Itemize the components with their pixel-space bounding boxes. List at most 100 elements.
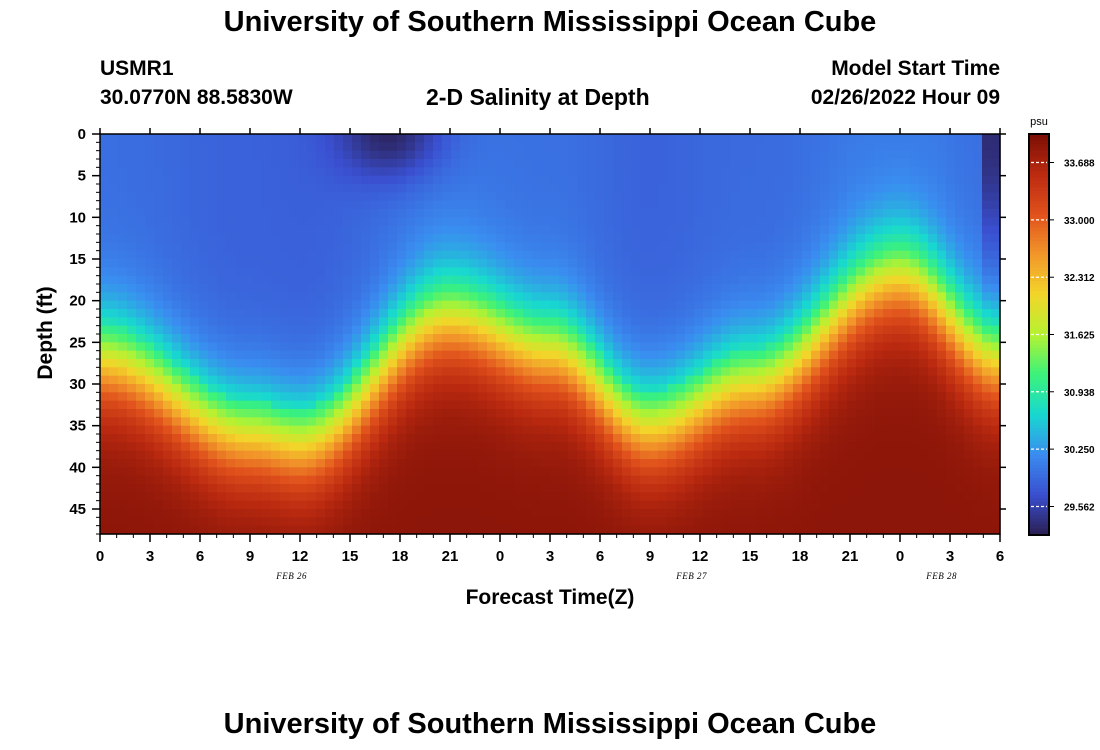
heatmap-cell: [604, 400, 614, 410]
heatmap-cell: [145, 409, 155, 418]
heatmap-cell: [550, 200, 560, 210]
heatmap-cell: [577, 300, 587, 310]
heatmap-cell: [604, 275, 614, 285]
heatmap-cell: [388, 417, 398, 427]
heatmap-cell: [289, 325, 299, 335]
heatmap-cell: [280, 292, 290, 302]
heatmap-cell: [973, 225, 983, 235]
heatmap-cell: [739, 217, 749, 227]
heatmap-cell: [928, 467, 938, 477]
heatmap-cell: [973, 484, 983, 493]
heatmap-cell: [280, 250, 290, 260]
heatmap-cell: [190, 209, 200, 218]
heatmap-cell: [856, 159, 866, 168]
heatmap-cell: [343, 475, 353, 485]
heatmap-cell: [991, 175, 1001, 185]
heatmap-cell: [874, 200, 884, 210]
heatmap-cell: [244, 259, 254, 268]
heatmap-cell: [253, 459, 263, 468]
heatmap-cell: [568, 459, 578, 468]
heatmap-cell: [532, 409, 542, 418]
heatmap-cell: [406, 325, 416, 335]
heatmap-cell: [415, 242, 425, 252]
heatmap-cell: [883, 192, 893, 202]
heatmap-cell: [478, 334, 488, 343]
heatmap-cell: [100, 442, 110, 452]
heatmap-cell: [676, 509, 686, 518]
heatmap-cell: [154, 267, 164, 277]
heatmap-cell: [262, 350, 272, 360]
heatmap-cell: [721, 184, 731, 193]
heatmap-cell: [163, 409, 173, 418]
heatmap-cell: [217, 225, 227, 235]
heatmap-cell: [928, 167, 938, 177]
heatmap-cell: [802, 467, 812, 477]
heatmap-cell: [244, 484, 254, 493]
heatmap-cell: [856, 367, 866, 377]
heatmap-cell: [226, 442, 236, 452]
heatmap-cell: [469, 175, 479, 185]
heatmap-cell: [478, 400, 488, 410]
heatmap-cell: [235, 325, 245, 335]
heatmap-cell: [865, 467, 875, 477]
heatmap-cell: [118, 400, 128, 410]
heatmap-cell: [658, 484, 668, 493]
heatmap-cell: [460, 209, 470, 218]
heatmap-cell: [703, 492, 713, 502]
heatmap-cell: [289, 292, 299, 302]
heatmap-cell: [145, 159, 155, 168]
heatmap-cell: [406, 225, 416, 235]
heatmap-cell: [199, 384, 209, 393]
heatmap-cell: [280, 392, 290, 402]
heatmap-cell: [901, 450, 911, 460]
heatmap-cell: [208, 342, 218, 352]
heatmap-cell: [901, 359, 911, 368]
heatmap-cell: [631, 350, 641, 360]
heatmap-cell: [811, 300, 821, 310]
heatmap-cell: [865, 350, 875, 360]
heatmap-cell: [271, 525, 281, 535]
heatmap-cell: [892, 242, 902, 252]
heatmap-cell: [883, 167, 893, 177]
heatmap-cell: [460, 192, 470, 202]
heatmap-cell: [433, 200, 443, 210]
heatmap-cell: [244, 300, 254, 310]
heatmap-cell: [955, 500, 965, 510]
heatmap-cell: [991, 234, 1001, 243]
heatmap-cell: [253, 250, 263, 260]
heatmap-cell: [325, 225, 335, 235]
heatmap-cell: [955, 367, 965, 377]
heatmap-cell: [514, 275, 524, 285]
heatmap-cell: [730, 509, 740, 518]
heatmap-cell: [361, 225, 371, 235]
heatmap-cell: [541, 309, 551, 318]
heatmap-cell: [532, 334, 542, 343]
heatmap-cell: [406, 317, 416, 327]
heatmap-cell: [469, 275, 479, 285]
heatmap-cell: [226, 384, 236, 393]
heatmap-cell: [253, 150, 263, 160]
heatmap-cell: [595, 250, 605, 260]
heatmap-cell: [271, 209, 281, 218]
heatmap-cell: [190, 175, 200, 185]
heatmap-cell: [154, 259, 164, 268]
heatmap-cell: [136, 317, 146, 327]
heatmap-cell: [631, 267, 641, 277]
heatmap-cell: [748, 367, 758, 377]
heatmap-cell: [676, 375, 686, 385]
heatmap-cell: [316, 500, 326, 510]
heatmap-cell: [406, 517, 416, 527]
heatmap-cell: [298, 434, 308, 443]
heatmap-cell: [208, 259, 218, 268]
heatmap-cell: [757, 359, 767, 368]
heatmap-cell: [199, 450, 209, 460]
heatmap-cell: [622, 467, 632, 477]
heatmap-cell: [568, 350, 578, 360]
heatmap-cell: [649, 159, 659, 168]
heatmap-cell: [451, 442, 461, 452]
heatmap-cell: [955, 475, 965, 485]
heatmap-cell: [892, 367, 902, 377]
heatmap-cell: [199, 409, 209, 418]
heatmap-cell: [793, 309, 803, 318]
heatmap-cell: [712, 167, 722, 177]
